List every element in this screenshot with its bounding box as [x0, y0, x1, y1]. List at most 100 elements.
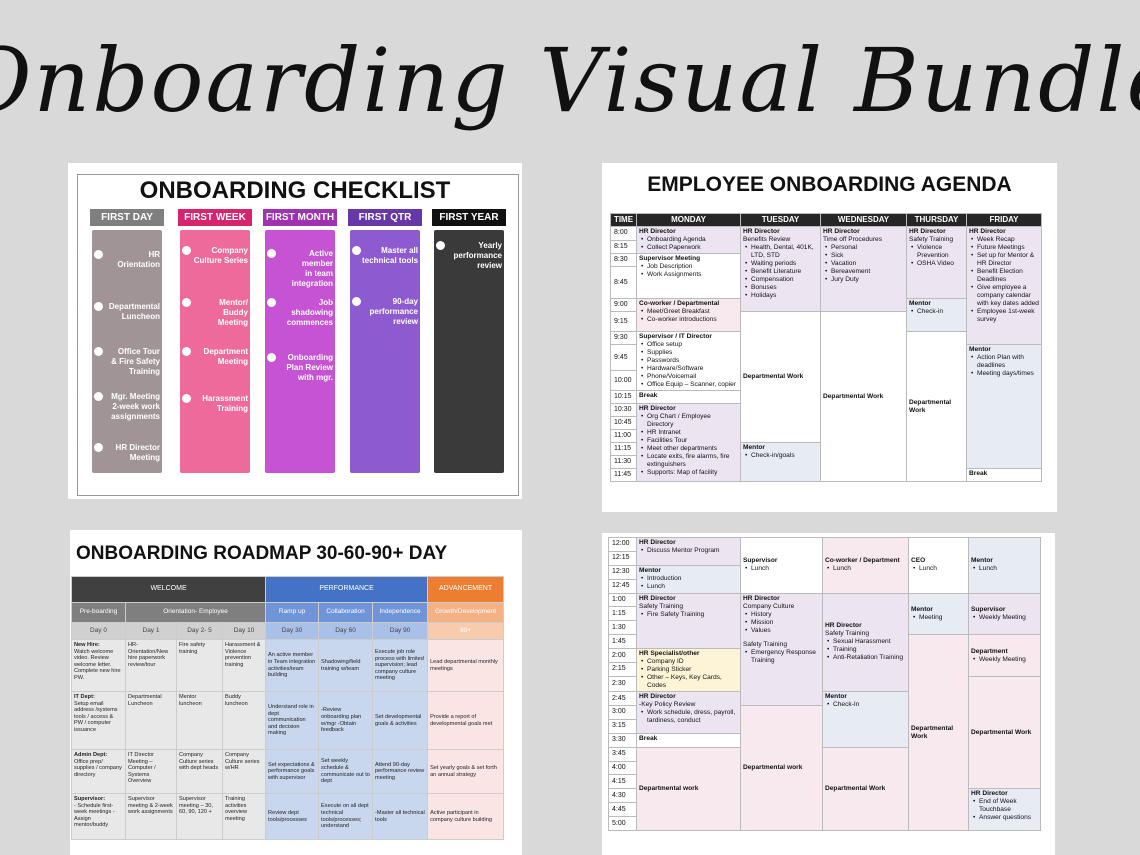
- roadmap-cell: Attend 90-day performance review meeting: [372, 749, 429, 794]
- agenda-afternoon-time: 2:45: [608, 691, 637, 707]
- block-title: HR Director: [639, 539, 676, 546]
- block-list-item: Compensation: [745, 276, 818, 284]
- roadmap-cell-heading: Admin Dept:: [74, 752, 108, 758]
- agenda-card: EMPLOYEE ONBOARDING AGENDA TIME MONDAY TUE…: [602, 163, 1057, 512]
- checklist-item: 90-day performance review: [369, 297, 418, 326]
- agenda-afternoon-time: 3:00: [608, 705, 637, 720]
- checklist-item: Mentor/Buddy Meeting: [217, 298, 248, 327]
- agenda-afternoon-block: CEOLunch: [908, 537, 969, 594]
- roadmap-day-cell: Day 90: [372, 622, 429, 640]
- roadmap-phase-cell: ADVANCEMENT: [427, 576, 505, 603]
- agenda-block: HR DirectorWeek RecapFuture MeetingsSet …: [966, 226, 1042, 345]
- agenda-afternoon-block: HR DirectorEnd of Week TouchbaseAnswer q…: [968, 788, 1041, 832]
- roadmap-cell: An active member in Team integration act…: [265, 639, 320, 692]
- block-list-item: Training: [827, 646, 906, 654]
- agenda-afternoon-block: Departmental work: [740, 705, 823, 832]
- checklist-col-header: FIRST QTR: [348, 209, 422, 226]
- agenda-afternoon-block: HR Specialist/otherCompany IDParking Sti…: [636, 648, 741, 693]
- block-list: End of Week TouchbaseAnswer questions: [971, 798, 1038, 822]
- agenda-afternoon-time: 1:00: [608, 592, 637, 608]
- agenda-row: 11:45 Break: [610, 468, 1042, 482]
- agenda-afternoon-block: SupervisorWeekly Meeting: [968, 592, 1041, 636]
- roadmap-cell-text: Setup email address /systems tools / acc…: [74, 700, 118, 733]
- block-list-item: Bonuses: [745, 284, 818, 292]
- roadmap-card: ONBOARDING ROADMAP 30-60-90+ DAY WELCOME…: [70, 530, 522, 855]
- checklist-item: Departmental Luncheon: [108, 302, 160, 321]
- checklist-item: Job shadowing commences: [286, 298, 333, 327]
- agenda-afternoon-time: 3:15: [608, 718, 637, 734]
- agenda-afternoon-time: 12:45: [608, 578, 637, 594]
- agenda-time: 11:00: [610, 429, 637, 443]
- block-list-item: Benefit Literature: [745, 268, 818, 276]
- block-list: Lunch: [971, 565, 1038, 573]
- block-list-item: Parking Sticker: [641, 666, 738, 674]
- block-list: Weekly Meeting: [971, 614, 1038, 622]
- block-list: Health, Dental, 401K, LTD, STDWaiting pe…: [743, 244, 818, 300]
- roadmap-cell: Departmental Luncheon: [125, 691, 177, 750]
- agenda-time: 10:00: [610, 370, 637, 391]
- checklist-col-bar: [350, 230, 420, 473]
- block-title: HR Specialist/other: [639, 650, 700, 658]
- agenda-row: 11:15 MentorCheck-in/goals: [610, 442, 1042, 482]
- roadmap-stage-cell: Orientation- Employee: [124, 602, 267, 623]
- checklist-item: Onboarding Plan Review with mgr.: [286, 353, 333, 382]
- roadmap-row: Admin Dept: Office prep/ supplies / compa…: [71, 749, 505, 794]
- block-list: Company IDParking StickerOther – Keys, K…: [639, 658, 738, 690]
- block-list-item: Holidays: [745, 292, 818, 300]
- block-list: IntroductionLunch: [639, 575, 738, 591]
- agenda-afternoon-block: Departmental work: [636, 746, 741, 832]
- block-list: Weekly Meeting: [971, 656, 1038, 664]
- block-list: Violence PreventionOSHA Video: [909, 244, 964, 268]
- agenda-time: 8:30: [610, 253, 637, 267]
- agenda-afternoon-row: 3:45 Departmental work Departmental Work: [608, 746, 1041, 832]
- block-title: HR Director: [825, 622, 862, 630]
- agenda-header-cell: MONDAY: [636, 213, 741, 227]
- block-list-item: Answer questions: [973, 814, 1038, 822]
- block-title: HR Director: [639, 693, 676, 701]
- agenda-afternoon-time: 4:30: [608, 788, 637, 804]
- roadmap-day-cell: Day 0: [71, 622, 126, 640]
- block-list-item: Co-worker introductions: [641, 316, 738, 324]
- roadmap-cell: Set developmental goals & activities: [372, 691, 429, 750]
- block-list-item: Mission: [745, 619, 820, 627]
- block-list-item: Company ID: [641, 658, 738, 666]
- block-list: Check-In: [825, 701, 906, 709]
- agenda-header-cell: FRIDAY: [966, 213, 1042, 227]
- roadmap-day-cell: Day 10: [221, 622, 267, 640]
- checklist-item-dot: [94, 392, 103, 401]
- block-title: Mentor: [971, 557, 993, 565]
- block-title: Mentor: [909, 300, 931, 307]
- block-list-item: Check-in: [911, 308, 964, 316]
- agenda-block: MentorAction Plan with deadlinesMeeting …: [966, 344, 1042, 469]
- agenda-afternoon-block: MentorIntroductionLunch: [636, 564, 741, 594]
- block-subtitle: Safety Training: [825, 630, 869, 638]
- roadmap-cell: -Master all technical tools: [372, 793, 429, 840]
- checklist-item: Company Culture Series: [193, 246, 248, 265]
- roadmap-stage-cell: Collaboration: [318, 602, 374, 623]
- checklist-item: HR Director Meeting: [115, 443, 160, 462]
- roadmap-cell: Provide a report of developmental goals …: [427, 691, 505, 750]
- block-list-item: Office setup: [641, 341, 738, 349]
- roadmap-stage-cell: Growth/Development: [427, 602, 505, 623]
- block-list-item: Supplies: [641, 349, 738, 357]
- block-title: Departmental work: [743, 764, 803, 772]
- block-title: Departmental Work: [823, 392, 884, 400]
- block-list: Office setupSuppliesPasswordsHardware/So…: [639, 341, 738, 389]
- block-title: Departmental Work: [911, 724, 954, 740]
- checklist-col-header: FIRST DAY: [90, 209, 164, 226]
- agenda-header-cell: THURSDAY: [906, 213, 967, 227]
- agenda-time: 10:45: [610, 416, 637, 430]
- block-title: Mentor: [743, 444, 765, 451]
- agenda-time: 8:00: [610, 226, 637, 241]
- block-list: Discuss Mentor Program: [639, 547, 738, 555]
- block-title: HR Director: [971, 790, 1008, 798]
- block-list-item: Supports: Map of facility: [641, 469, 738, 477]
- agenda-afternoon-time: 12:00: [608, 537, 637, 552]
- block-list-item: Office Equip – Scanner, copier: [641, 381, 738, 389]
- roadmap-cell: -Review onboarding plan w/mgr -Obtain fe…: [318, 691, 374, 750]
- agenda-header-cell: WEDNESDAY: [820, 213, 907, 227]
- checklist-item-dot: [94, 443, 103, 452]
- roadmap-cell: Admin Dept: Office prep/ supplies / compa…: [71, 749, 126, 794]
